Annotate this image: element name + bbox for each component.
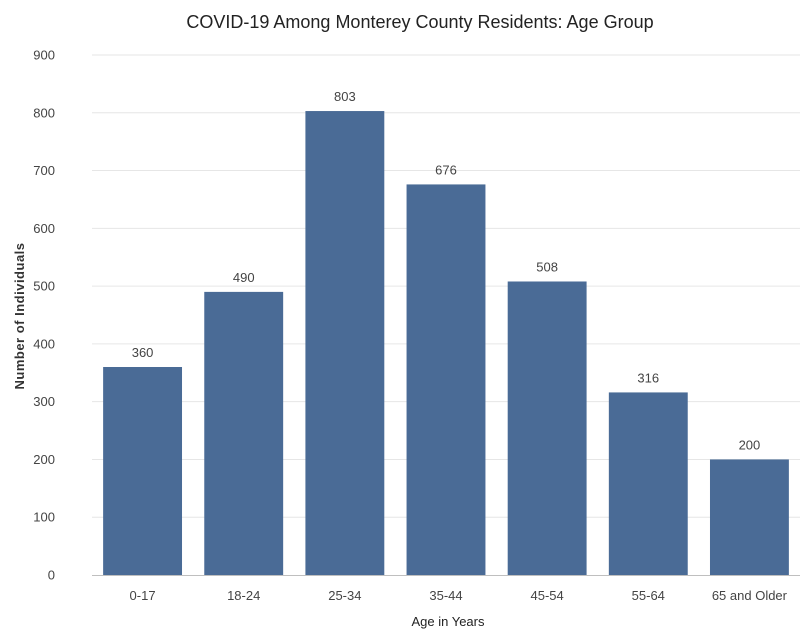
data-labels: 360 490 803 676 508 316 200 xyxy=(132,89,761,452)
data-label: 508 xyxy=(536,259,558,274)
y-tick-label: 900 xyxy=(33,48,55,63)
y-axis-label: Number of Individuals xyxy=(12,242,27,389)
y-tick-label: 200 xyxy=(33,452,55,467)
bar xyxy=(406,184,486,575)
y-tick-label: 100 xyxy=(33,510,55,525)
bars xyxy=(103,111,789,576)
y-tick-label: 0 xyxy=(48,568,55,583)
bar xyxy=(709,459,789,575)
y-tick-label: 700 xyxy=(33,163,55,178)
x-tick-label: 25-34 xyxy=(328,588,361,603)
y-tick-label: 600 xyxy=(33,221,55,236)
bar xyxy=(204,291,284,575)
x-tick-label: 0-17 xyxy=(130,588,156,603)
x-tick-label: 65 and Older xyxy=(712,588,788,603)
data-label: 676 xyxy=(435,162,457,177)
x-tick-label: 55-64 xyxy=(632,588,665,603)
bar xyxy=(103,367,183,575)
data-label: 200 xyxy=(739,437,761,452)
chart-title: COVID-19 Among Monterey County Residents… xyxy=(186,12,653,32)
data-label: 360 xyxy=(132,345,154,360)
data-label: 803 xyxy=(334,89,356,104)
bar xyxy=(305,111,385,576)
y-tick-label: 300 xyxy=(33,394,55,409)
data-label: 490 xyxy=(233,270,255,285)
data-label: 316 xyxy=(637,370,659,385)
y-tick-label: 800 xyxy=(33,105,55,120)
bar xyxy=(507,281,587,575)
bar xyxy=(608,392,688,575)
y-tick-label: 500 xyxy=(33,279,55,294)
x-tick-label: 35-44 xyxy=(429,588,462,603)
y-axis-ticks: 0 100 200 300 400 500 600 700 800 900 xyxy=(33,48,55,583)
x-tick-label: 18-24 xyxy=(227,588,260,603)
x-axis-label: Age in Years xyxy=(411,614,485,629)
y-tick-label: 400 xyxy=(33,336,55,351)
x-axis-ticks: 0-17 18-24 25-34 35-44 45-54 55-64 65 and Olde… xyxy=(130,588,788,603)
x-tick-label: 45-54 xyxy=(531,588,564,603)
